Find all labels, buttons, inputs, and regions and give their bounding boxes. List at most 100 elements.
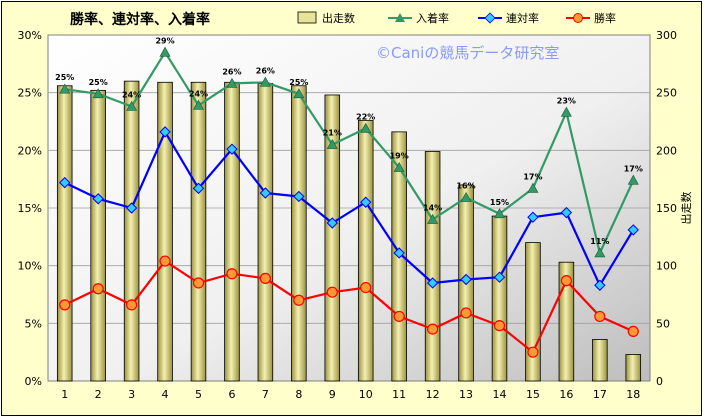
- data-point: [627, 174, 639, 185]
- data-label: 14%: [423, 204, 442, 213]
- data-label: 15%: [490, 198, 509, 207]
- data-label: 29%: [155, 36, 174, 45]
- data-point: [59, 299, 71, 311]
- x-tick-label: 2: [95, 388, 102, 401]
- x-tick-label: 6: [228, 388, 235, 401]
- legend-item-top2: 連対率: [478, 11, 539, 25]
- series-line: [64, 260, 634, 354]
- data-label: 22%: [356, 112, 375, 121]
- data-point: [460, 307, 472, 319]
- bar: [90, 89, 106, 382]
- x-tick-label: 14: [493, 388, 507, 401]
- data-label: 24%: [189, 89, 208, 98]
- data-point: [527, 211, 539, 223]
- data-point: [427, 213, 439, 224]
- data-point: [293, 190, 305, 203]
- data-point: [594, 247, 606, 258]
- data-point: [393, 162, 405, 172]
- legend: 出走数 入着率 連対率 勝率: [297, 11, 616, 25]
- legend-item-bars: 出走数: [297, 11, 355, 25]
- data-point: [460, 192, 472, 202]
- data-label: 23%: [557, 96, 576, 105]
- x-tick-label: 11: [392, 388, 406, 401]
- data-point: [192, 99, 205, 110]
- x-tick-label: 7: [262, 388, 269, 401]
- data-label: 19%: [390, 152, 409, 161]
- bar: [324, 94, 341, 382]
- data-point: [159, 46, 171, 57]
- data-point: [527, 346, 539, 358]
- bar: [592, 339, 608, 382]
- data-point: [326, 217, 338, 229]
- data-point: [560, 206, 573, 219]
- data-point: [427, 323, 439, 335]
- data-point: [493, 208, 506, 219]
- legend-marker-place: [395, 13, 405, 22]
- left-tick-label: 30%: [18, 29, 42, 42]
- legend-label-top2: 連対率: [506, 11, 539, 25]
- data-point: [493, 271, 506, 283]
- x-tick-label: 3: [128, 388, 135, 401]
- data-point: [360, 122, 372, 133]
- data-point: [259, 187, 272, 199]
- legend-marker-win: [573, 13, 583, 23]
- legend-label-bars: 出走数: [322, 11, 355, 25]
- x-tick-label: 13: [459, 388, 473, 401]
- data-point: [360, 196, 372, 208]
- legend-marker-top2: [484, 12, 496, 24]
- left-tick-label: 0%: [25, 375, 42, 388]
- data-point: [527, 182, 539, 193]
- data-label: 11%: [590, 237, 609, 246]
- bar: [558, 261, 575, 382]
- legend-item-win: 勝率: [566, 11, 616, 25]
- data-point: [159, 126, 171, 138]
- data-label: 25%: [89, 78, 108, 87]
- data-point: [560, 106, 572, 117]
- data-point: [293, 88, 305, 99]
- data-point: [259, 76, 271, 87]
- data-point: [426, 277, 439, 289]
- right-tick-label: 250: [656, 87, 677, 100]
- data-point: [594, 310, 606, 323]
- bar: [525, 242, 541, 382]
- x-tick-label: 4: [162, 388, 169, 401]
- x-tick-label: 1: [61, 388, 68, 401]
- right-tick-label: 300: [656, 29, 677, 42]
- left-tick-label: 10%: [18, 260, 42, 273]
- x-tick-label: 17: [593, 388, 607, 401]
- data-point: [627, 224, 639, 236]
- data-label: 16%: [456, 182, 475, 191]
- x-tick-label: 10: [359, 388, 373, 401]
- data-point: [92, 283, 104, 295]
- x-tick-label: 9: [329, 388, 336, 401]
- data-point: [293, 294, 305, 306]
- right-tick-label: 50: [656, 317, 670, 330]
- data-label: 26%: [222, 67, 241, 76]
- data-label: 25%: [289, 78, 308, 87]
- x-tick-label: 16: [559, 388, 573, 401]
- chart-title: 勝率、連対率、入着率: [70, 11, 210, 28]
- right-tick-label: 100: [656, 260, 677, 273]
- bar: [56, 85, 73, 382]
- bar: [257, 83, 274, 382]
- bar: [291, 85, 307, 382]
- data-point: [159, 255, 171, 267]
- data-point: [226, 143, 238, 155]
- data-point: [259, 272, 271, 284]
- legend-item-place: 入着率: [388, 11, 449, 25]
- data-point: [226, 77, 238, 88]
- legend-label-win: 勝率: [594, 11, 616, 25]
- legend-label-place: 入着率: [416, 11, 449, 25]
- legend-swatch-bars: [297, 11, 317, 24]
- data-point: [92, 88, 104, 99]
- x-tick-label: 5: [195, 388, 202, 401]
- x-tick-label: 8: [295, 388, 302, 401]
- data-point: [192, 182, 205, 195]
- data-point: [126, 100, 138, 111]
- left-tick-label: 5%: [25, 317, 42, 330]
- right-tick-label: 0: [656, 375, 663, 388]
- right-axis-title: 出走数: [679, 192, 693, 225]
- data-point: [92, 193, 104, 205]
- x-tick-label: 15: [526, 388, 540, 401]
